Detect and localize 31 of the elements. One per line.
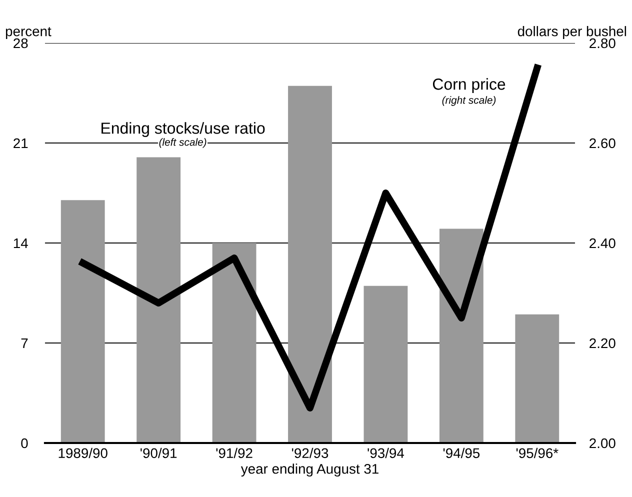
x-tick-label: 1989/90 — [58, 448, 108, 458]
y-tick-label: 0 — [21, 438, 28, 448]
y-axis-title: percent — [6, 27, 52, 39]
series-label: Corn price — [432, 78, 506, 93]
x-tick-label: '90/91 — [140, 448, 177, 458]
y2-tick-label: 2.80 — [590, 38, 616, 48]
y-tick-label: 14 — [14, 238, 28, 248]
bar — [60, 200, 105, 443]
x-tick-label: '95/96* — [516, 448, 558, 458]
x-tick-label: '91/92 — [216, 448, 252, 458]
x-axis-title: year ending August 31 — [240, 464, 378, 477]
y2-tick-label: 2.20 — [590, 338, 616, 348]
bar — [212, 243, 256, 443]
series-label: Ending stocks/use ratio — [102, 122, 265, 137]
x-tick-label: '92/93 — [292, 448, 328, 458]
bar — [439, 228, 484, 443]
y2-tick-label: 2.00 — [590, 438, 616, 448]
bar — [288, 86, 332, 443]
bar — [136, 157, 181, 443]
y2-tick-label: 2.60 — [590, 138, 616, 148]
annotation: (left scale) — [159, 138, 206, 148]
y-tick-label: 21 — [14, 138, 28, 148]
y2-tick-label: 2.40 — [590, 238, 616, 248]
y-tick-label: 7 — [21, 338, 28, 348]
x-tick-label: '94/95 — [443, 448, 480, 458]
x-tick-label: '93/94 — [368, 448, 404, 458]
y2-axis-title: dollars per bushel — [518, 26, 626, 39]
annotation: (right scale) — [442, 96, 496, 106]
y-tick-label: 28 — [14, 38, 28, 48]
bar — [515, 314, 560, 443]
bar — [364, 286, 408, 443]
